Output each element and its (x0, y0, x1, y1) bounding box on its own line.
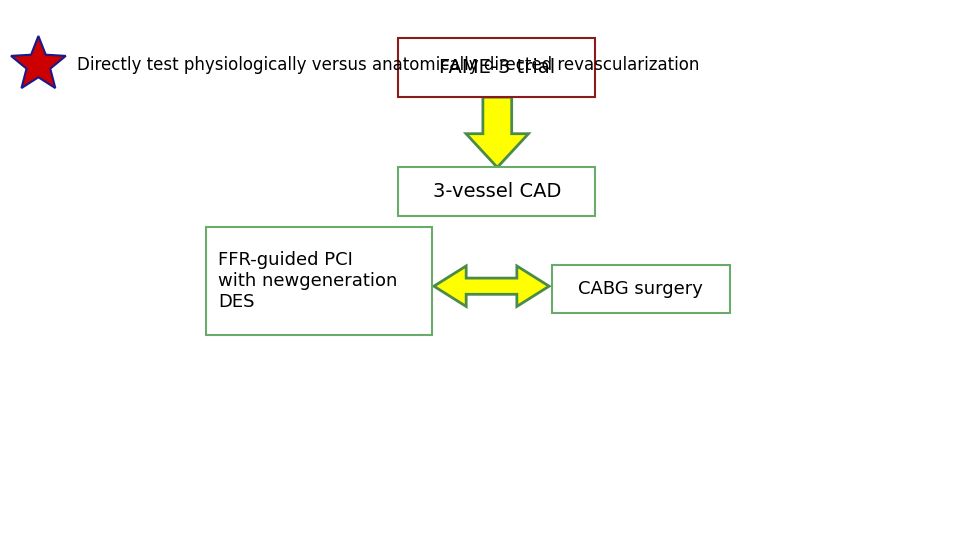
Text: Directly test physiologically versus anatomically directed revascularization: Directly test physiologically versus ana… (77, 56, 699, 74)
Polygon shape (11, 36, 66, 88)
FancyBboxPatch shape (552, 265, 730, 313)
FancyBboxPatch shape (398, 167, 595, 216)
Text: 3-vessel CAD: 3-vessel CAD (433, 182, 561, 201)
Text: CABG surgery: CABG surgery (578, 280, 704, 298)
FancyBboxPatch shape (398, 38, 595, 97)
Text: FAME-3 trial: FAME-3 trial (439, 58, 555, 77)
Polygon shape (434, 266, 549, 306)
Polygon shape (467, 97, 528, 167)
Text: FFR-guided PCI
with newgeneration
DES: FFR-guided PCI with newgeneration DES (218, 251, 397, 310)
FancyBboxPatch shape (206, 227, 432, 335)
